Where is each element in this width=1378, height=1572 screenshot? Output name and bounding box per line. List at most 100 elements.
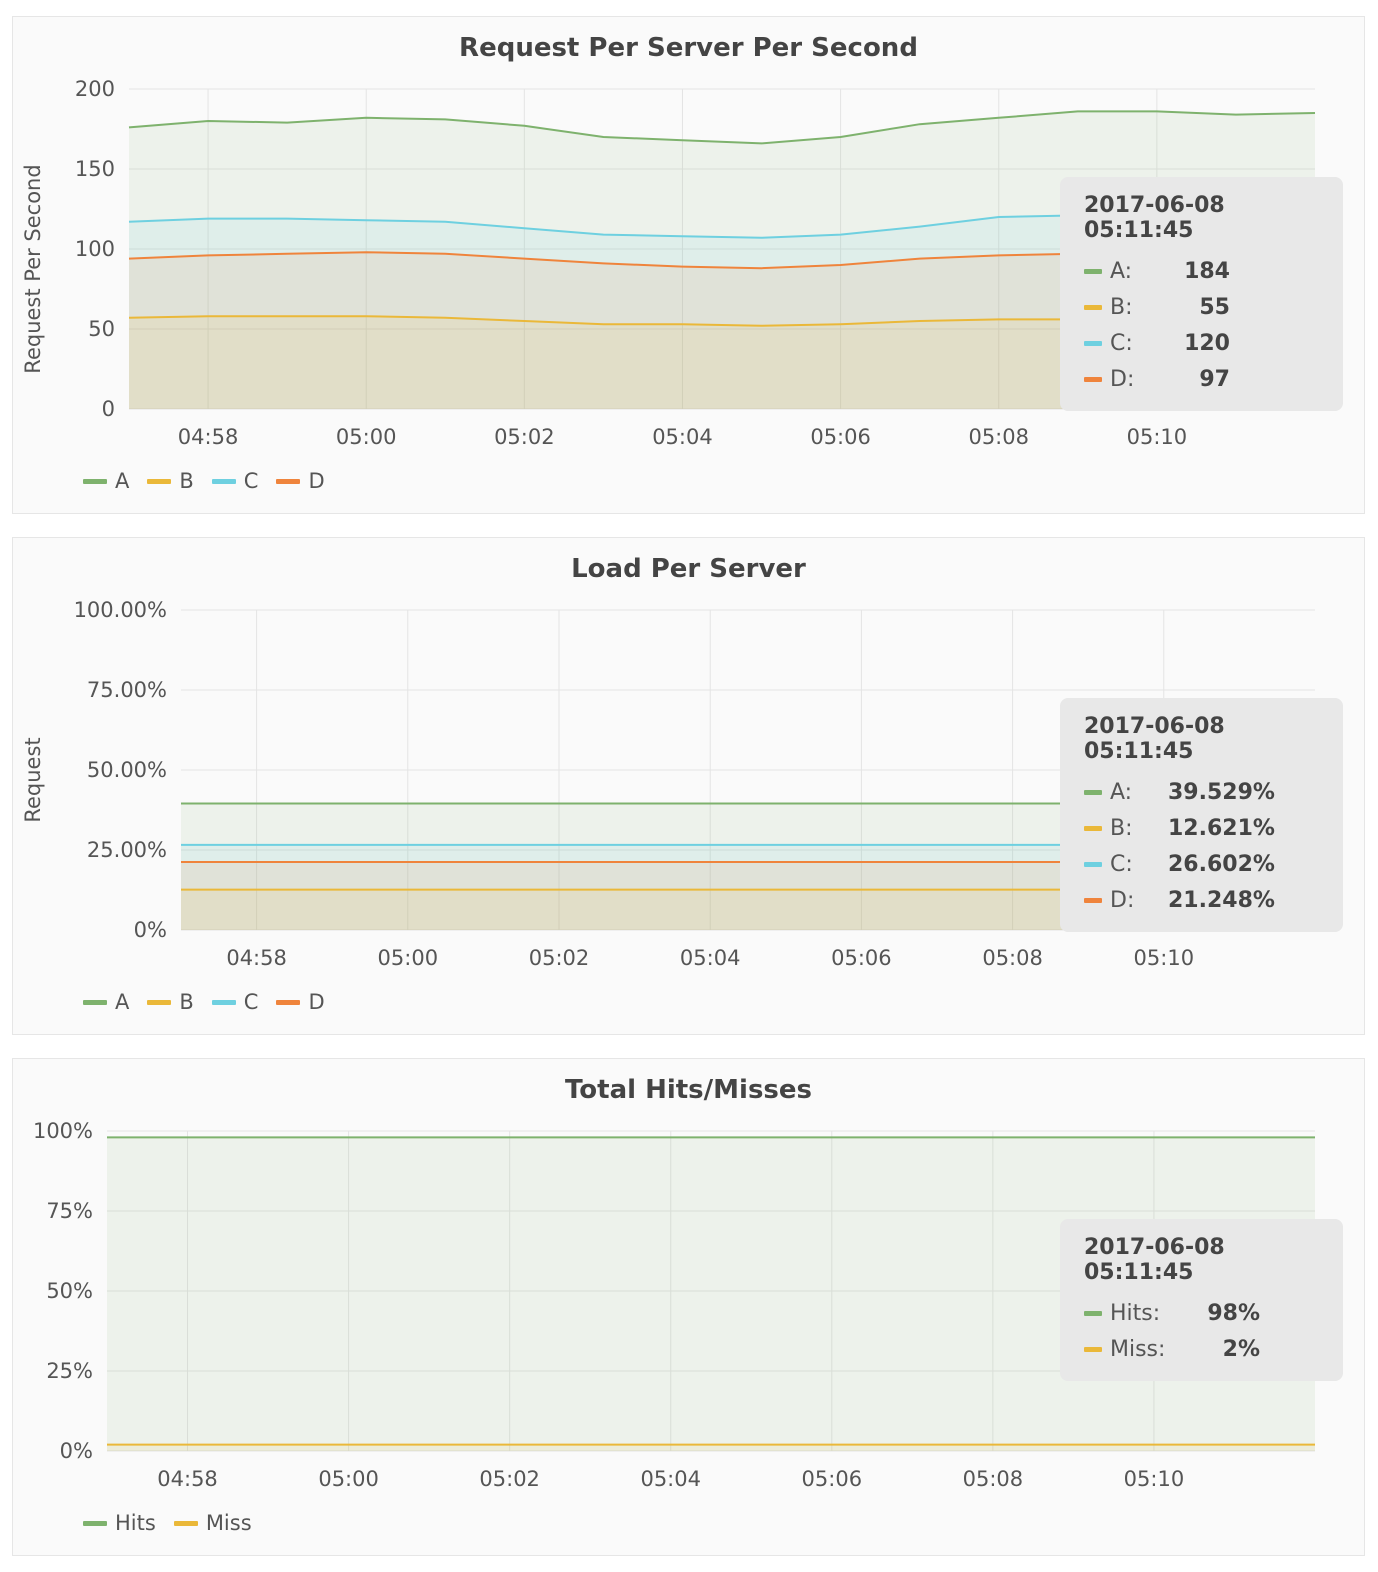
- tooltip-swatch: [1084, 304, 1102, 310]
- tooltip-row: B: 12.621%: [1084, 810, 1319, 846]
- y-tick-label: 75.00%: [87, 678, 167, 702]
- series-area-b: [129, 316, 1315, 409]
- tooltip-row: D: 97: [1084, 361, 1319, 397]
- legend-label: B: [179, 469, 194, 493]
- series-area-c: [181, 844, 1315, 930]
- x-tick-label: 05:10: [1134, 946, 1195, 970]
- tooltip-row: A: 39.529%: [1084, 774, 1319, 810]
- tooltip-series-name: D:: [1110, 887, 1135, 913]
- series-area-d: [129, 252, 1315, 409]
- legend-label: Hits: [115, 1511, 156, 1535]
- legend-item[interactable]: A: [83, 990, 129, 1014]
- x-tick-label: 05:02: [479, 1467, 540, 1491]
- panel-title[interactable]: Load Per Server: [571, 554, 806, 584]
- legend-item[interactable]: Hits: [83, 1511, 156, 1535]
- y-tick-label: 25.00%: [87, 838, 167, 862]
- y-tick-label: 75%: [46, 1199, 93, 1223]
- legend-label: A: [115, 990, 130, 1014]
- tooltip-series-name: D:: [1110, 366, 1135, 392]
- legend-item[interactable]: A: [83, 469, 129, 493]
- panel-title[interactable]: Total Hits/Misses: [565, 1075, 812, 1105]
- legend-item[interactable]: D: [276, 469, 325, 493]
- tooltip-series-value: 120: [1184, 330, 1230, 356]
- tooltip-swatch: [1084, 340, 1102, 346]
- chart-svg: 0% 25% 50% 75% 100% 04:58 05:00 05:02 05:04 05:06…: [33, 1119, 1315, 1491]
- tooltip-rows: A: 184 B: 55 C: 120 D: 97: [1084, 253, 1319, 397]
- tooltip-swatch: [1084, 825, 1102, 831]
- x-tick-label: 05:04: [652, 425, 713, 449]
- tooltip-row: C: 26.602%: [1084, 846, 1319, 882]
- y-tick-label: 200: [75, 77, 115, 101]
- tooltip-series-value: 12.621%: [1168, 815, 1275, 841]
- tooltip-series-name: A:: [1110, 779, 1133, 805]
- chart-tooltip: 2017-06-08 05:11:45 A: 184 B: 55 C: 120 D: 97: [1060, 177, 1343, 411]
- tooltip-series-value: 39.529%: [1168, 779, 1275, 805]
- legend-item[interactable]: D: [276, 990, 325, 1014]
- chart-legend: A B C D: [83, 469, 343, 493]
- tooltip-swatch: [1084, 1310, 1102, 1316]
- legend-label: Miss: [205, 1511, 252, 1535]
- tooltip-swatch: [1084, 1346, 1102, 1352]
- tooltip-series-name: C:: [1110, 330, 1133, 356]
- tooltip-series-value: 26.602%: [1168, 851, 1275, 877]
- legend-label: A: [115, 469, 130, 493]
- tooltip-series-name: B:: [1110, 294, 1133, 320]
- x-tick-label: 05:08: [968, 425, 1029, 449]
- y-tick-label: 0%: [60, 1439, 93, 1463]
- chart-legend: A B C D: [83, 990, 343, 1014]
- legend-swatch: [276, 999, 301, 1005]
- y-tick-label: 50%: [46, 1279, 93, 1303]
- x-tick-label: 05:10: [1127, 425, 1188, 449]
- legend-item[interactable]: C: [211, 990, 259, 1014]
- panel-total-hits-misses: 0% 25% 50% 75% 100% 04:58 05:00 05:02 05:04 05:06…: [12, 1058, 1365, 1556]
- tooltip-rows: Hits: 98% Miss: 2%: [1084, 1295, 1319, 1367]
- series-area-a: [181, 803, 1315, 930]
- tooltip-series-value: 21.248%: [1168, 887, 1275, 913]
- legend-label: D: [308, 990, 325, 1014]
- tooltip-series-name: Miss:: [1110, 1336, 1166, 1362]
- y-tick-label: 0: [102, 397, 115, 421]
- series-area-hits: [107, 1137, 1315, 1451]
- x-tick-label: 05:00: [318, 1467, 379, 1491]
- tooltip-row: D: 21.248%: [1084, 882, 1319, 918]
- tooltip-row: B: 55: [1084, 289, 1319, 325]
- x-tick-label: 05:06: [831, 946, 892, 970]
- y-tick-label: 50.00%: [87, 758, 167, 782]
- legend-label: C: [243, 990, 259, 1014]
- x-tick-label: 05:08: [982, 946, 1043, 970]
- y-axis-label: Request Per Second: [21, 164, 45, 374]
- tooltip-swatch: [1084, 789, 1102, 795]
- x-tick-label: 05:00: [336, 425, 397, 449]
- legend-item[interactable]: Miss: [173, 1511, 252, 1535]
- x-tick-label: 04:58: [157, 1467, 218, 1491]
- panel-load-per-server: 0% 25.00% 50.00% 75.00% 100.00% 04:58 05:00 05:…: [12, 537, 1365, 1035]
- tooltip-series-value: 184: [1184, 258, 1230, 284]
- legend-label: B: [179, 990, 194, 1014]
- tooltip-swatch: [1084, 376, 1102, 382]
- chart-svg: 0% 25.00% 50.00% 75.00% 100.00% 04:58 05:00 05:…: [74, 598, 1315, 970]
- legend-swatch: [211, 999, 236, 1005]
- x-tick-label: 05:02: [494, 425, 555, 449]
- y-tick-label: 50: [88, 317, 115, 341]
- tooltip-row: Miss: 2%: [1084, 1331, 1319, 1367]
- series-line-a: [128, 110, 1316, 145]
- x-tick-label: 05:08: [963, 1467, 1024, 1491]
- x-tick-label: 05:06: [810, 425, 871, 449]
- chart-tooltip: 2017-06-08 05:11:45 A: 39.529% B: 12.621% C:…: [1060, 698, 1343, 932]
- x-tick-label: 04:58: [178, 425, 239, 449]
- x-tick-label: 05:04: [680, 946, 741, 970]
- legend-item[interactable]: B: [147, 990, 194, 1014]
- y-tick-label: 100%: [33, 1119, 93, 1143]
- legend-label: D: [308, 469, 325, 493]
- tooltip-series-value: 97: [1199, 366, 1230, 392]
- panel-request-per-server: 0 50 100 150 200 04:58 05:00 05:02 05:04 05:06 05:…: [12, 16, 1365, 514]
- legend-swatch: [173, 1520, 198, 1526]
- legend-item[interactable]: C: [211, 469, 258, 493]
- series-area-a: [129, 111, 1315, 410]
- tooltip-series-name: Hits:: [1110, 1300, 1161, 1326]
- y-tick-label: 100: [75, 237, 115, 261]
- tooltip-time: 2017-06-08 05:11:45: [1084, 1235, 1225, 1285]
- y-tick-label: 100.00%: [74, 598, 167, 622]
- legend-item[interactable]: B: [147, 469, 194, 493]
- panel-title[interactable]: Request Per Server Per Second: [459, 33, 918, 63]
